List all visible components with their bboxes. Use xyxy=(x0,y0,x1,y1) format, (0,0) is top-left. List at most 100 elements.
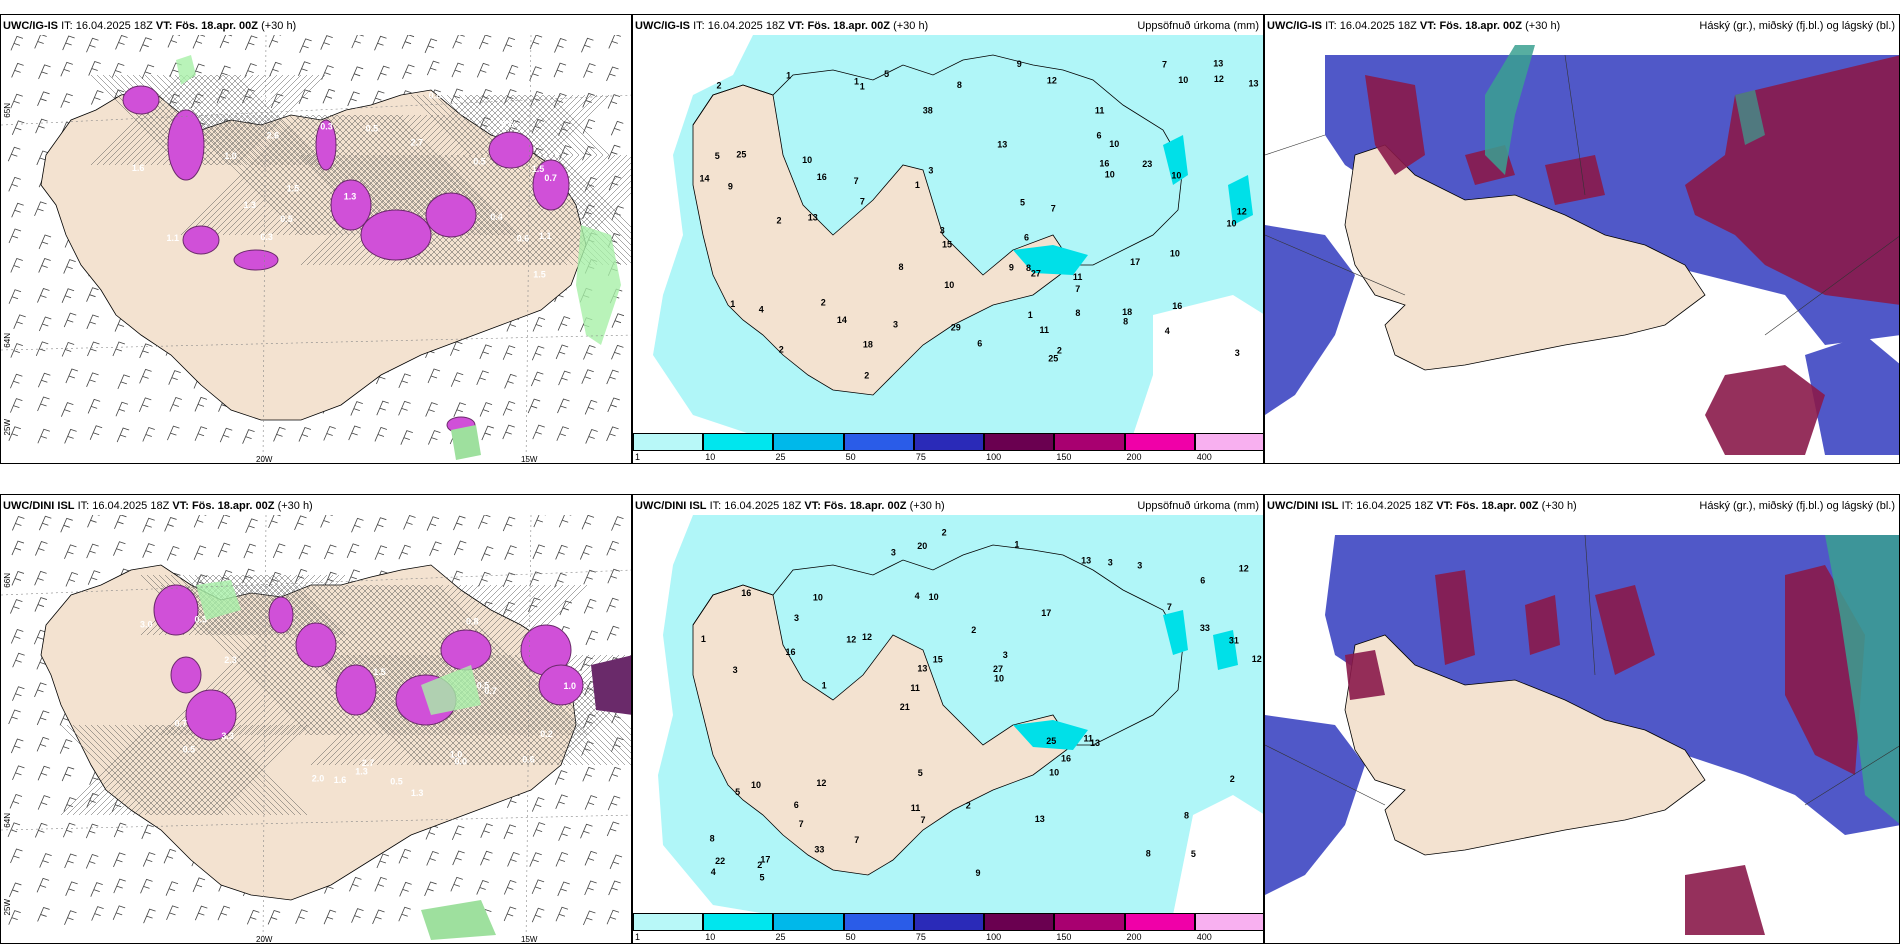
wind-barb xyxy=(37,795,51,810)
wind-barb xyxy=(502,401,516,416)
wind-barb xyxy=(558,370,571,386)
wind-barb xyxy=(12,686,25,701)
hatch-line xyxy=(186,74,278,166)
wind-barb xyxy=(65,881,78,896)
wind-barb xyxy=(269,61,282,77)
wind-barb xyxy=(607,397,620,413)
wind-barb xyxy=(376,853,390,869)
wind-barb xyxy=(36,710,50,726)
wind-barb xyxy=(373,517,387,532)
value-label: 5 xyxy=(760,873,765,883)
value-label: 10 xyxy=(751,780,761,790)
wind-barb xyxy=(398,544,411,560)
low-cloud-area xyxy=(1485,45,1535,175)
wind-barb xyxy=(585,630,599,646)
hatch-line xyxy=(186,724,278,816)
white-sea xyxy=(633,35,753,435)
wind-barb xyxy=(584,795,598,810)
wind-barb xyxy=(529,571,542,587)
value-label: 1 xyxy=(822,680,827,690)
hatch-line xyxy=(450,154,562,266)
hatch-line xyxy=(460,654,572,766)
grid-line xyxy=(1265,234,1406,296)
green-shower-area xyxy=(176,55,196,85)
wind-barb xyxy=(554,770,568,785)
hatch-line xyxy=(204,74,296,166)
hatch-line xyxy=(348,154,460,266)
wind-barb xyxy=(583,598,597,614)
wind-barb xyxy=(532,822,546,837)
model-name: UWC/DINI ISL xyxy=(635,500,707,512)
wind-barb xyxy=(268,515,281,529)
lon-grid xyxy=(525,35,532,463)
value-label: 10 xyxy=(1170,249,1180,259)
vt-label: VT: xyxy=(155,20,173,32)
value-label: 2.6 xyxy=(267,130,280,140)
it-value: 16.04.2025 18Z xyxy=(707,20,785,32)
wind-barb xyxy=(113,878,126,894)
vt-label: VT: xyxy=(804,500,821,512)
wind-barb xyxy=(374,35,387,51)
hatch-line xyxy=(542,94,604,156)
colorbar-segment xyxy=(633,913,704,931)
hatch-line xyxy=(216,114,338,236)
wind-barb xyxy=(10,398,23,413)
wind-barb xyxy=(37,396,50,412)
wind-barb xyxy=(452,850,465,866)
wind-barb xyxy=(323,426,336,441)
wind-barb xyxy=(451,825,465,841)
wind-barb xyxy=(85,823,99,839)
wind-barb xyxy=(8,289,22,304)
value-label: 4 xyxy=(711,867,716,877)
wind-barb xyxy=(529,66,542,81)
wind-barb xyxy=(553,62,567,78)
wind-barb xyxy=(8,709,21,725)
wind-barb xyxy=(583,910,596,926)
lon-label: 15W xyxy=(521,935,538,944)
lon-label: 15W xyxy=(521,455,538,464)
value-label: 5 xyxy=(715,151,720,161)
value-label: 1 xyxy=(854,77,859,87)
value-label: 1 xyxy=(701,634,706,644)
wind-barb xyxy=(529,35,543,50)
it-value: 16.04.2025 18Z xyxy=(92,500,170,512)
wind-barb xyxy=(351,908,364,923)
wind-barb xyxy=(38,515,52,531)
value-label: 2 xyxy=(864,371,869,381)
grid-line xyxy=(1265,134,1326,156)
hatch-line xyxy=(222,114,344,236)
wind-barb xyxy=(8,176,21,192)
wind-barb xyxy=(428,430,441,445)
hatch-line xyxy=(316,654,428,766)
hatch-line xyxy=(466,654,578,766)
lat-label: 64N xyxy=(3,813,12,828)
colorbar-segment xyxy=(1054,913,1125,931)
wind-barb xyxy=(37,91,50,106)
hatch-line xyxy=(210,114,332,236)
wind-barb xyxy=(65,571,79,587)
wind-barb xyxy=(351,35,364,49)
wind-barb xyxy=(582,766,595,782)
wind-barb xyxy=(607,568,620,584)
wind-barb xyxy=(166,545,180,561)
value-label: 1.6 xyxy=(334,775,347,785)
value-label: 4 xyxy=(915,591,920,601)
value-label: 10 xyxy=(1109,139,1119,149)
value-label: 25 xyxy=(1048,354,1058,364)
hatch-line xyxy=(412,654,524,766)
wind-barb xyxy=(294,515,307,531)
wind-barb xyxy=(426,60,440,76)
wind-barb xyxy=(12,765,25,781)
wind-barb xyxy=(140,878,153,894)
wind-barb xyxy=(348,425,361,441)
value-label: 0.5 xyxy=(473,157,486,167)
wind-barb xyxy=(426,850,439,866)
wind-barb xyxy=(606,369,619,385)
wind-barb xyxy=(113,541,126,556)
vt-value: Fös. 18.apr. 00Z xyxy=(823,500,907,512)
wind-barb xyxy=(86,372,99,387)
wind-barb xyxy=(507,119,520,135)
wind-barb xyxy=(36,150,49,166)
wind-barb xyxy=(244,35,258,51)
wind-barb xyxy=(322,88,336,104)
